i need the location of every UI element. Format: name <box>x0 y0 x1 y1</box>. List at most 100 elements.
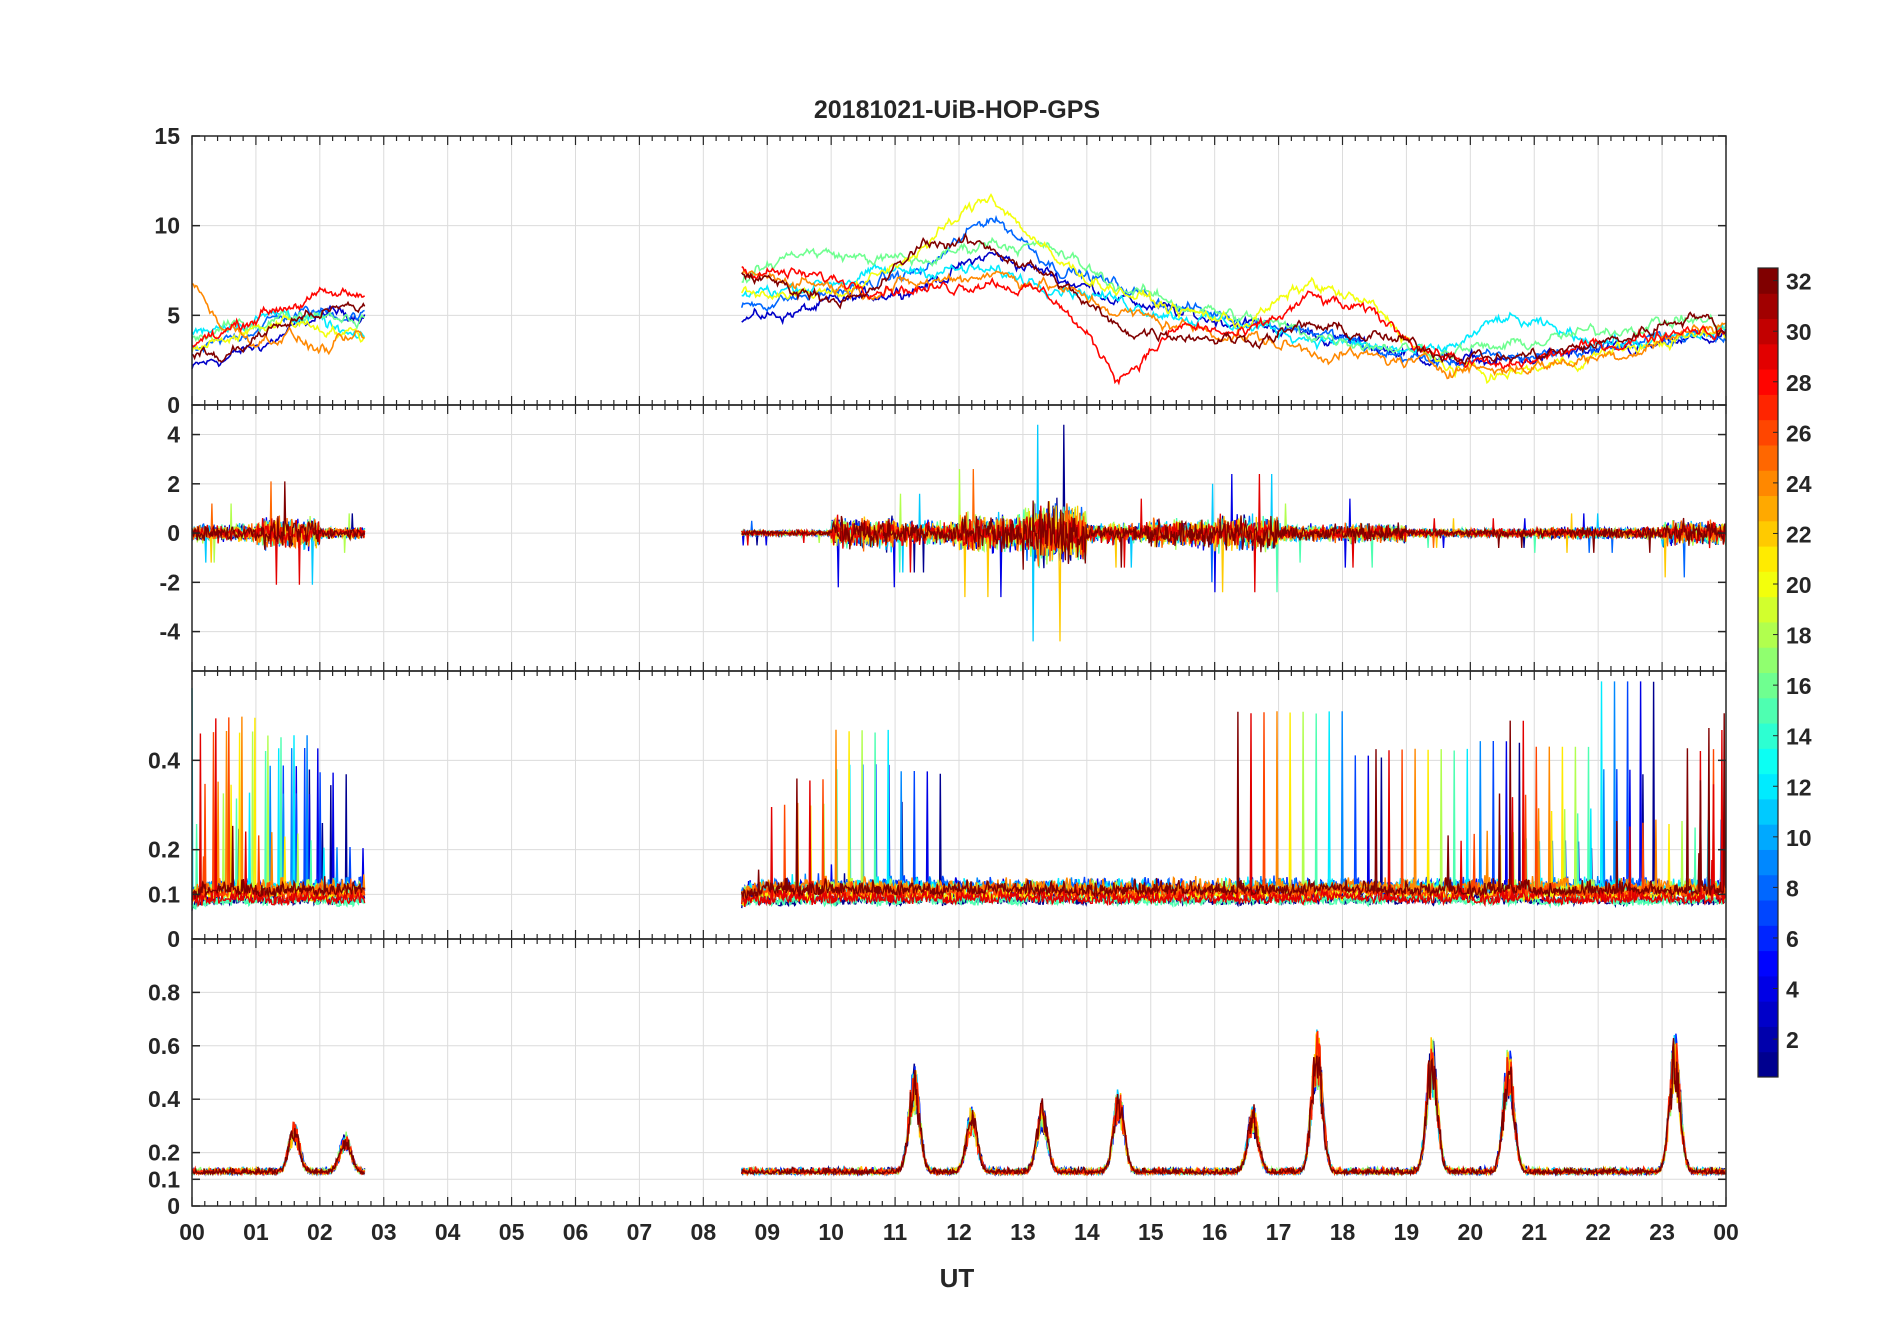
y-tick-label: 5 <box>167 302 180 328</box>
x-tick-label: 12 <box>946 1219 972 1245</box>
colorbar-tick-label: 18 <box>1786 623 1812 649</box>
colorbar-swatch <box>1758 900 1778 926</box>
x-tick-label: 11 <box>883 1219 908 1245</box>
colorbar-swatch <box>1758 723 1778 749</box>
plot-area-vtec <box>191 193 1727 386</box>
x-tick-label: 14 <box>1074 1219 1100 1245</box>
colorbar-swatch <box>1758 925 1778 952</box>
panel-s4: 0 0.1 0.2 0.4 <box>148 670 1727 952</box>
panel-rot: -4 -2 0 2 4 <box>160 404 1727 672</box>
x-tick-label: 02 <box>307 1219 333 1245</box>
colorbar-swatch <box>1758 697 1778 724</box>
x-tick-label: 13 <box>1010 1219 1036 1245</box>
series-line <box>741 424 1727 573</box>
y-tick-label: 0.6 <box>148 1033 180 1059</box>
colorbar-swatch <box>1758 849 1778 876</box>
colorbar-swatch <box>1758 621 1778 648</box>
series-line <box>191 1124 366 1177</box>
colorbar-swatch <box>1758 647 1778 673</box>
series-line <box>741 1038 1726 1177</box>
colorbar-tick-label: 32 <box>1786 269 1812 295</box>
x-tick-label: 23 <box>1649 1219 1675 1245</box>
series-line <box>741 503 1727 583</box>
colorbar-frame <box>1757 267 1779 1078</box>
series-line <box>741 268 1727 380</box>
colorbar-tick-label: 24 <box>1786 471 1812 497</box>
x-tick-label: 22 <box>1585 1219 1611 1245</box>
colorbar-tick-label: 14 <box>1786 724 1812 750</box>
colorbar-swatch <box>1758 293 1778 320</box>
colorbar-tick-label: 6 <box>1786 926 1799 952</box>
x-tick-label: 07 <box>627 1219 653 1245</box>
colorbar-swatch <box>1758 318 1778 345</box>
colorbar-tick-label: 16 <box>1786 673 1812 699</box>
x-tick-label: 05 <box>499 1219 525 1245</box>
series-line <box>740 1040 1727 1177</box>
y-tick-label: 0.2 <box>148 837 180 863</box>
colorbar-swatch <box>1758 520 1778 547</box>
colorbar-swatch <box>1758 546 1778 572</box>
x-tick-label: 19 <box>1394 1219 1420 1245</box>
series-line <box>741 265 1727 386</box>
series-line <box>741 711 1727 901</box>
colorbar-tick-label: 30 <box>1786 319 1812 345</box>
colorbar-swatch <box>1758 596 1778 623</box>
x-tick-label: 01 <box>243 1219 269 1245</box>
y-tick-label: 0.8 <box>148 979 180 1005</box>
series-line <box>191 308 366 339</box>
series-line <box>740 1038 1726 1177</box>
colorbar-swatch <box>1758 1001 1778 1027</box>
colorbar-tick-label: 4 <box>1786 977 1799 1003</box>
x-tick-label: 09 <box>754 1219 780 1245</box>
colorbar-swatch <box>1758 798 1778 825</box>
x-tick-label: 04 <box>435 1219 461 1245</box>
colorbar-swatch <box>1758 444 1778 471</box>
x-tick-label: 18 <box>1330 1219 1356 1245</box>
colorbar-swatch <box>1758 470 1778 497</box>
y-tick-label: -4 <box>160 619 181 645</box>
series-line <box>740 193 1727 385</box>
x-tick-label: 10 <box>818 1219 844 1245</box>
series-line <box>191 282 365 356</box>
y-tick-label: 2 <box>167 471 180 497</box>
x-tick-label: 00 <box>1713 1219 1739 1245</box>
series-line <box>741 500 1727 570</box>
panel-sigma_phi: 00.10.2 0.4 0.6 0.8 00 01 02 03 04 05 06 07 08 09 10 11… <box>148 938 1739 1245</box>
series-line <box>191 313 366 353</box>
y-tick-label: 4 <box>167 422 180 448</box>
series-line <box>741 713 1727 908</box>
x-tick-label: 06 <box>563 1219 589 1245</box>
colorbar-swatch <box>1758 268 1778 294</box>
y-tick-label: 0.1 <box>148 1166 180 1192</box>
panel-vtec: 0 5 10 15 <box>154 123 1727 418</box>
colorbar-tick-label: 22 <box>1786 521 1812 547</box>
colorbar-swatch <box>1758 672 1778 699</box>
plot-area-rot <box>191 424 1727 642</box>
colorbar-tick-label: 2 <box>1786 1027 1799 1053</box>
series-line <box>191 1124 366 1177</box>
colorbar-swatch <box>1758 950 1778 977</box>
series-line <box>191 1123 366 1177</box>
y-tick-label: 0.2 <box>148 1140 180 1166</box>
y-tick-label: 0 <box>167 392 180 418</box>
x-tick-label: 20 <box>1458 1219 1484 1245</box>
y-tick-label: 0.1 <box>148 881 180 907</box>
colorbar-tick-label: 12 <box>1786 774 1812 800</box>
series-line <box>191 1121 366 1177</box>
plot-area-sigma_phi <box>191 1029 1727 1177</box>
series-line <box>740 214 1727 370</box>
x-tick-label: 00 <box>179 1219 205 1245</box>
x-axis-label: UT <box>940 1263 975 1293</box>
series-line <box>191 481 366 550</box>
y-tick-label: -2 <box>160 569 180 595</box>
y-tick-label: 0.4 <box>148 1086 180 1112</box>
colorbar-swatch <box>1758 748 1778 775</box>
colorbar-swatch <box>1758 419 1778 446</box>
series-line <box>191 1122 366 1177</box>
colorbar-swatch <box>1758 495 1778 522</box>
colorbar-swatch <box>1758 343 1778 370</box>
colorbar-swatch <box>1758 369 1778 395</box>
series-line <box>191 304 366 369</box>
colorbar-tick-label: 8 <box>1786 875 1799 901</box>
